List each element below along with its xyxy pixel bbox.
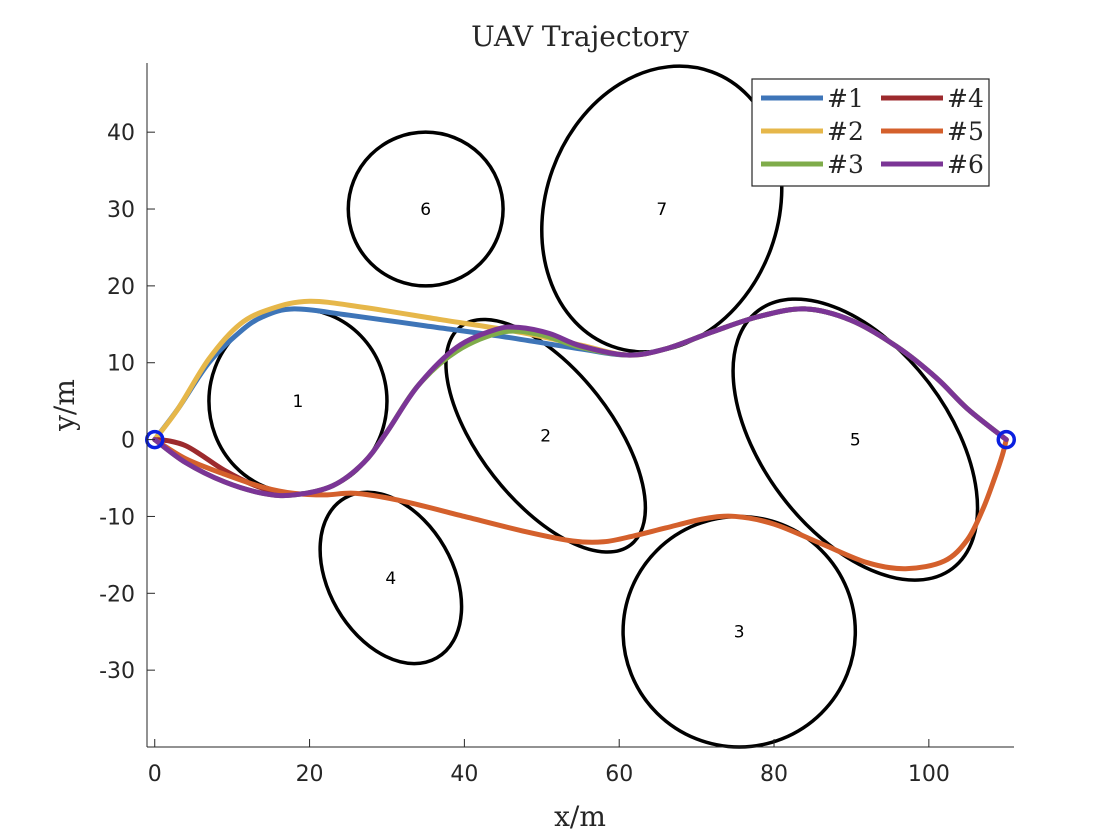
y-tick-label: 40: [107, 121, 135, 146]
y-tick-label: 0: [121, 429, 135, 454]
legend: #1 #2 #3 #4 #5 #6: [751, 78, 990, 187]
trajectory-2: [152, 298, 1009, 443]
x-tick-label: 0: [148, 762, 162, 787]
x-axis-label: x/m: [554, 800, 606, 833]
tick-labels: 0 20 40 60 80 100 -30 -20 -10 0 10 20 30 40: [99, 121, 950, 787]
legend-label: #3: [827, 150, 864, 179]
obstacle-2: [444, 317, 648, 554]
chart-title: UAV Trajectory: [471, 20, 689, 53]
x-tick-label: 80: [760, 762, 788, 787]
endpoint-markers: [144, 429, 1017, 450]
x-tick-label: 40: [450, 762, 478, 787]
trajectories: [152, 298, 1009, 572]
trajectory-6: [152, 306, 1009, 499]
legend-label: #6: [947, 150, 984, 179]
legend-label: #1: [827, 84, 864, 113]
legend-label: #2: [827, 117, 864, 146]
legend-label: #4: [947, 84, 984, 113]
y-tick-label: 30: [107, 198, 135, 223]
legend-label: #5: [947, 117, 984, 146]
x-tick-label: 100: [908, 762, 950, 787]
obstacle-label: 1: [293, 392, 304, 412]
x-tick-label: 60: [605, 762, 633, 787]
x-tick-label: 20: [296, 762, 324, 787]
obstacle-label: 2: [540, 427, 551, 447]
obstacle-5: [731, 297, 980, 582]
obstacle-label: 5: [850, 431, 861, 451]
y-tick-label: -20: [99, 582, 135, 607]
obstacle-4: [318, 490, 464, 666]
obstacle-7: [540, 64, 784, 354]
obstacle-label: 6: [420, 200, 431, 220]
y-tick-label: -30: [99, 659, 135, 684]
obstacle-label: 7: [656, 200, 667, 220]
end-point-marker: [996, 429, 1017, 450]
axes: [146, 63, 1014, 748]
obstacle-label: 4: [385, 569, 396, 589]
trajectory-5: [152, 437, 1009, 572]
y-tick-label: 20: [107, 275, 135, 300]
y-tick-label: -10: [99, 505, 135, 530]
y-tick-label: 10: [107, 352, 135, 377]
y-axis-label: y/m: [48, 379, 81, 432]
obstacle-label: 3: [734, 623, 745, 643]
obstacle-6: [346, 130, 505, 288]
